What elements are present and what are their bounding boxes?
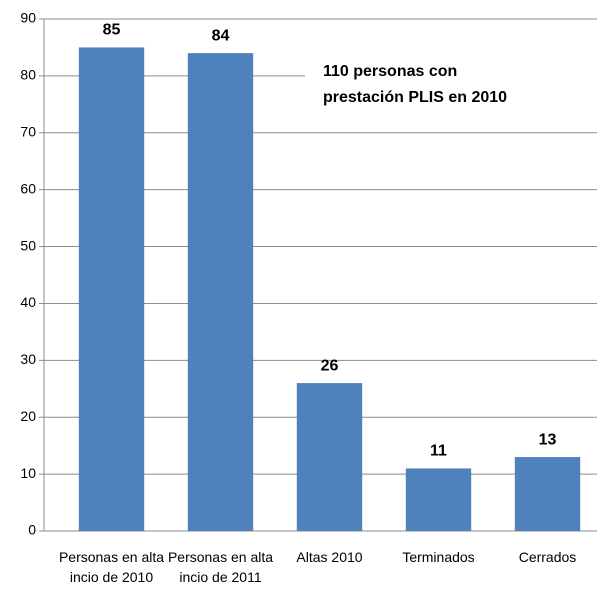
data-label: 11: [430, 443, 447, 460]
bar: [514, 457, 581, 531]
data-label: 84: [212, 27, 230, 44]
data-label: 26: [321, 357, 339, 374]
x-tick-label: Personas en alta incio de 2011: [168, 549, 273, 585]
y-tick-label: 30: [20, 351, 36, 367]
bar: [296, 383, 363, 531]
annotation: 110 personas con: [323, 63, 457, 80]
y-tick-label: 70: [20, 123, 36, 139]
y-tick-label: 90: [20, 10, 36, 26]
x-tick-label: Terminados: [402, 549, 474, 565]
y-tick-label: 0: [28, 522, 36, 538]
bar: [187, 53, 254, 532]
x-tick-label: Cerrados: [519, 549, 577, 565]
y-tick-label: 50: [20, 237, 36, 253]
y-tick-label: 20: [20, 408, 36, 424]
y-tick-label: 10: [20, 465, 36, 481]
y-tick-label: 60: [20, 180, 36, 196]
y-tick-label: 80: [20, 67, 36, 83]
data-label: 85: [103, 22, 121, 39]
y-tick-label: 40: [20, 294, 36, 310]
annotation: prestación PLIS en 2010: [323, 89, 507, 106]
data-label: 13: [539, 431, 557, 448]
bar: [405, 468, 472, 531]
annotation-box: [305, 52, 597, 118]
x-tick-label: Personas en alta incio de 2010: [59, 549, 164, 585]
x-tick-label: Altas 2010: [296, 549, 362, 565]
bar: [78, 47, 145, 531]
